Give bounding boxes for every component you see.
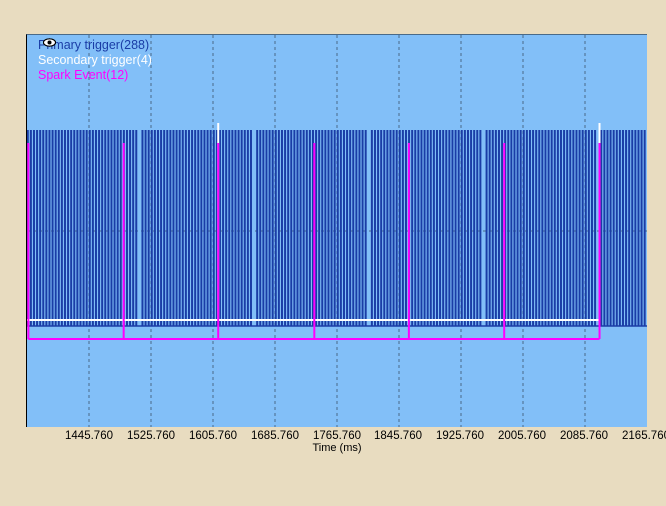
legend-label-primary: Primary trigger(288) [38, 38, 150, 52]
eye-icon[interactable] [43, 38, 56, 47]
legend-item-spark[interactable]: Spark Event(12) [38, 38, 152, 83]
x-tick-label: 2005.760 [498, 430, 546, 442]
x-tick-label: 1525.760 [127, 430, 175, 442]
legend: Primary trigger(288) Secondary trigger(4… [38, 38, 152, 83]
x-tick-label: 1765.760 [313, 430, 361, 442]
x-tick-label: 2165.760 [622, 430, 666, 442]
x-axis-label: Time (ms) [312, 442, 362, 454]
trigger-plot [27, 35, 647, 427]
legend-item-secondary[interactable]: Secondary trigger(4) [38, 38, 152, 68]
x-tick-label: 2085.760 [560, 430, 608, 442]
legend-label-spark: Spark Event(12) [38, 68, 129, 82]
legend-label-secondary: Secondary trigger(4) [38, 53, 152, 67]
x-tick-label: 1925.760 [436, 430, 484, 442]
x-tick-label: 1605.760 [189, 430, 237, 442]
plot-area[interactable]: Primary trigger(288) Secondary trigger(4… [26, 34, 647, 427]
x-tick-label: 1685.760 [251, 430, 299, 442]
x-tick-label: 1445.760 [65, 430, 113, 442]
x-tick-label: 1845.760 [374, 430, 422, 442]
